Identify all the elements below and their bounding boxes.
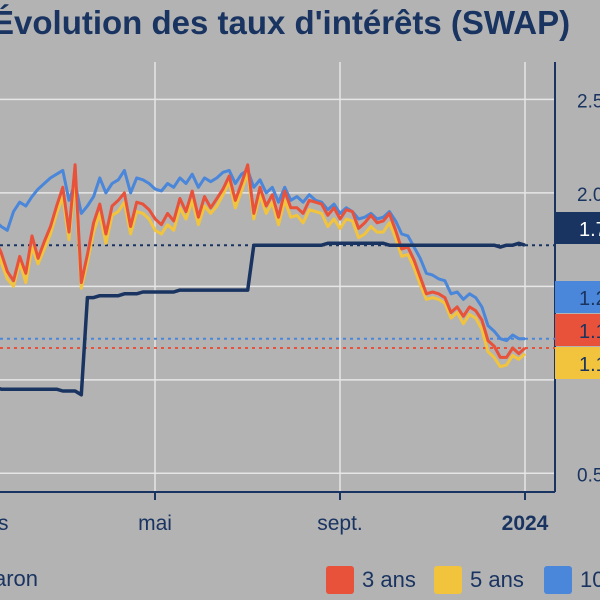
series-line-3-ans (0, 163, 527, 359)
legend-swatch-5-ans (434, 566, 462, 594)
value-badge-5-ans (555, 347, 600, 379)
legend-item-5-ans[interactable]: 5 ans (434, 566, 524, 594)
legend-item-10-ans[interactable]: 10 (544, 566, 600, 594)
legend-label-10-ans: 10 (580, 567, 600, 592)
value-badge-saron (555, 212, 600, 244)
legend-label-saron: aron (0, 566, 39, 591)
x-tick-label: sept. (317, 512, 363, 535)
x-tick-label-partial: s (0, 512, 9, 535)
x-tick-label: 2024 (502, 512, 549, 535)
y-tick-label: 2.0 (577, 185, 600, 206)
series-line-10-ans (0, 168, 525, 343)
value-badge-10-ans (555, 281, 600, 313)
y-tick-label: 2.5 (577, 91, 600, 112)
legend-item-saron[interactable]: aron (0, 566, 38, 592)
series-line-saron (0, 241, 526, 397)
value-badge-label: 1.1 (579, 321, 600, 343)
legend-label-5-ans: 5 ans (470, 567, 524, 592)
value-badge-label: 1.1 (579, 354, 600, 376)
legend-swatch-10-ans (544, 566, 572, 594)
legend-swatch-3-ans (326, 566, 354, 594)
x-tick-label: mai (138, 512, 172, 535)
y-tick-label: 0.5 (577, 465, 600, 486)
chart-title: Évolution des taux d'intérêts (SWAP) (0, 4, 571, 41)
value-badge-label: 1.2 (579, 288, 600, 310)
value-badge-label: 1.7 (579, 219, 600, 241)
legend-label-3-ans: 3 ans (362, 567, 416, 592)
value-badge-3-ans (555, 314, 600, 346)
legend: aron 3 ans 5 ans 10 (0, 566, 600, 596)
legend-item-3-ans[interactable]: 3 ans (326, 566, 416, 594)
